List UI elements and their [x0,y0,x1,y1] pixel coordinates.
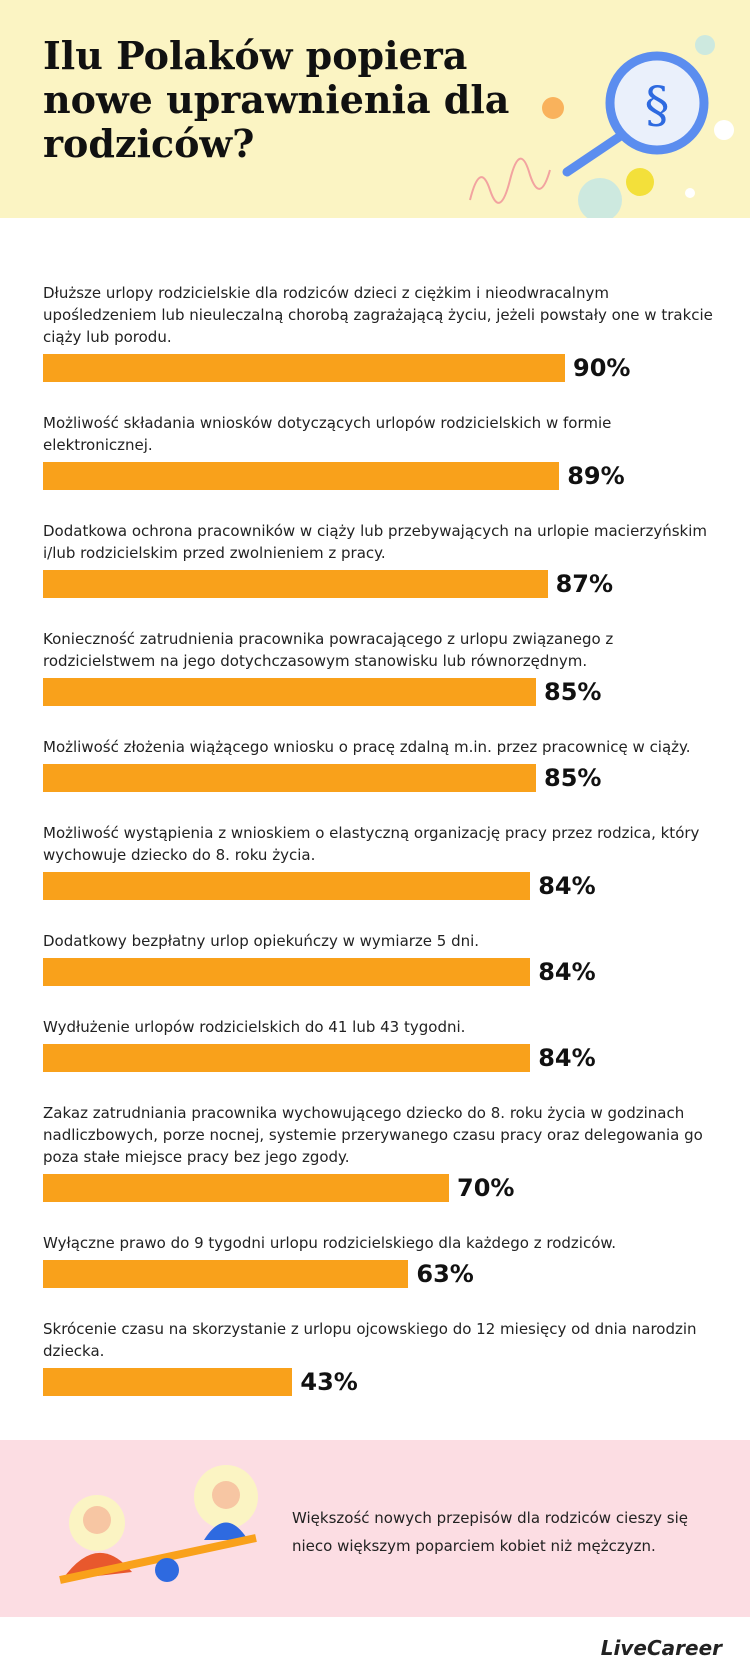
bar-row: 84% [43,872,713,900]
bar-item: Skrócenie czasu na skorzystanie z urlopu… [43,1318,713,1396]
bar-row: 84% [43,958,713,986]
bar-item: Wyłączne prawo do 9 tygodni urlopu rodzi… [43,1232,713,1288]
bar-item: Dodatkowy bezpłatny urlop opiekuńczy w w… [43,930,713,986]
category-label: Dodatkowy bezpłatny urlop opiekuńczy w w… [43,932,480,950]
bar [43,1368,293,1396]
bar [43,958,531,986]
value-label: 70% [457,1174,515,1202]
logo: LiveCareer [600,1636,722,1660]
bar-row: 84% [43,1044,713,1072]
bar [43,872,531,900]
bar-item: Zakaz zatrudniania pracownika wychowując… [43,1102,713,1202]
note-panel: Większość nowych przepisów dla rodziców … [0,1440,750,1617]
bar-row: 87% [43,570,713,598]
bar-row: 43% [43,1368,713,1396]
bar-row: 89% [43,462,713,490]
bar [43,570,548,598]
bar [43,764,536,792]
header: Ilu Polaków popiera nowe uprawnienia dla… [0,0,750,218]
bar-row: 85% [43,678,713,706]
illustration [59,1465,258,1584]
bar-item: Możliwość wystąpienia z wnioskiem o elas… [43,822,713,900]
bar-item: Dłuższe urlopy rodzicielskie dla rodzicó… [43,282,713,382]
value-label: 87% [555,570,614,598]
value-label: 84% [538,1044,596,1072]
value-label: 89% [567,462,625,490]
chart-title: Ilu Polaków popiera nowe uprawnienia dla… [43,33,510,166]
bar-row: 70% [43,1174,713,1202]
bar-row: 85% [43,764,713,792]
bar-item: Konieczność zatrudnienia pracownika powr… [43,628,713,706]
value-label: 84% [538,958,596,986]
bar [43,462,560,490]
category-label: Możliwość złożenia wiążącego wniosku o p… [43,738,691,756]
bar-row: 63% [43,1260,713,1288]
bar-item: Możliwość składania wniosków dotyczących… [43,412,713,490]
category-label: Dłuższe urlopy rodzicielskie dla rodzicó… [43,284,713,346]
category-label: Możliwość składania wniosków dotyczących… [43,414,612,454]
category-label: Zakaz zatrudniania pracownika wychowując… [43,1104,703,1166]
bar-item: Wydłużenie urlopów rodzicielskich do 41 … [43,1016,713,1072]
bar [43,678,536,706]
bar [43,354,565,382]
value-label: 43% [300,1368,358,1396]
value-label: 85% [544,678,602,706]
value-label: 90% [573,354,631,382]
category-label: Wydłużenie urlopów rodzicielskich do 41 … [43,1018,466,1036]
bar-item: Możliwość złożenia wiążącego wniosku o p… [43,736,713,792]
category-label: Możliwość wystąpienia z wnioskiem o elas… [43,824,700,864]
bar-row: 90% [43,354,713,382]
category-label: Dodatkowa ochrona pracowników w ciąży lu… [43,522,708,562]
svg-text:§: § [645,76,670,134]
category-label: Wyłączne prawo do 9 tygodni urlopu rodzi… [43,1234,617,1252]
note-text: Większość nowych przepisów dla rodziców … [292,1509,689,1555]
value-label: 85% [544,764,602,792]
bar [43,1044,531,1072]
category-label: Skrócenie czasu na skorzystanie z urlopu… [43,1320,697,1360]
category-label: Konieczność zatrudnienia pracownika powr… [43,630,614,670]
bar-chart: Dłuższe urlopy rodzicielskie dla rodzicó… [43,282,713,1426]
value-label: 84% [538,872,596,900]
value-label: 63% [416,1260,474,1288]
bar [43,1260,409,1288]
bar-item: Dodatkowa ochrona pracowników w ciąży lu… [43,520,713,598]
decoration: § [469,35,734,218]
bar [43,1174,449,1202]
